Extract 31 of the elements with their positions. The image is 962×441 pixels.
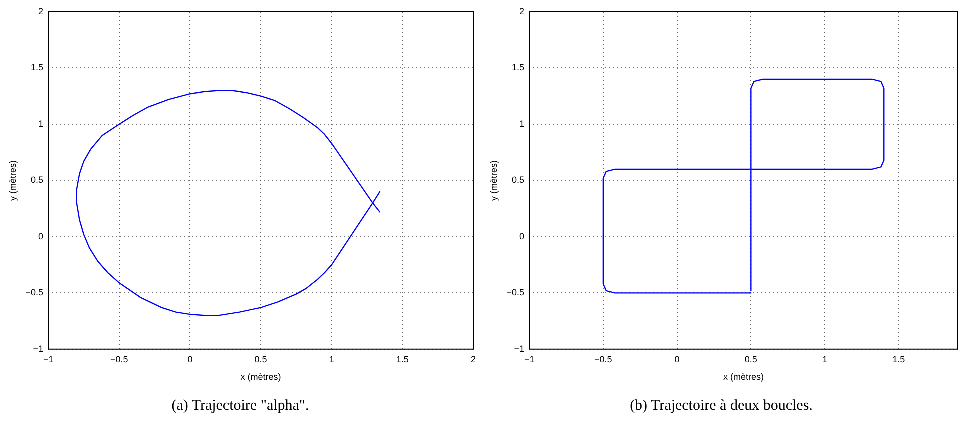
- text: (a) Trajectoire "alpha".: [170, 398, 310, 415]
- y-tick-label: 1: [520, 118, 525, 129]
- y-axis-title: y (mètres): [488, 160, 499, 201]
- y-tick-label: −0.5: [26, 288, 44, 298]
- y-axis-title: y (mètres): [8, 160, 18, 201]
- text: (b) Trajectoire à deux boucles.: [629, 398, 814, 415]
- x-tick-label: 1.5: [396, 354, 409, 364]
- y-tick-label: 2: [520, 6, 525, 16]
- x-tick-label: 0: [188, 354, 193, 364]
- y-tick-label: −0.5: [506, 288, 525, 298]
- y-tick-label: 0.5: [512, 175, 525, 186]
- y-tick-label: −1: [514, 344, 525, 354]
- y-tick-label: 1: [38, 118, 44, 129]
- x-tick-label: 0: [674, 354, 680, 364]
- y-tick-label: 0.5: [31, 175, 44, 186]
- x-tick-label: 1: [329, 354, 334, 364]
- x-tick-label: 1: [822, 354, 828, 364]
- y-tick-label: 1.5: [512, 62, 525, 73]
- x-tick-label: −0.5: [594, 354, 612, 364]
- x-tick-label: 1.5: [892, 354, 906, 364]
- x-tick-label: 2: [470, 354, 476, 364]
- x-tick-label: −0.5: [110, 354, 128, 364]
- y-tick-label: 2: [38, 6, 44, 16]
- y-tick-label: 0: [38, 231, 44, 242]
- y-tick-label: 0: [520, 231, 525, 242]
- x-tick-label: 0.5: [744, 354, 758, 364]
- y-tick-label: 1.5: [31, 62, 44, 73]
- x-tick-label: 0.5: [254, 354, 268, 364]
- x-axis-title: x (mètres): [724, 372, 764, 382]
- y-tick-label: −1: [33, 344, 44, 354]
- x-axis-title: x (mètres): [240, 372, 282, 382]
